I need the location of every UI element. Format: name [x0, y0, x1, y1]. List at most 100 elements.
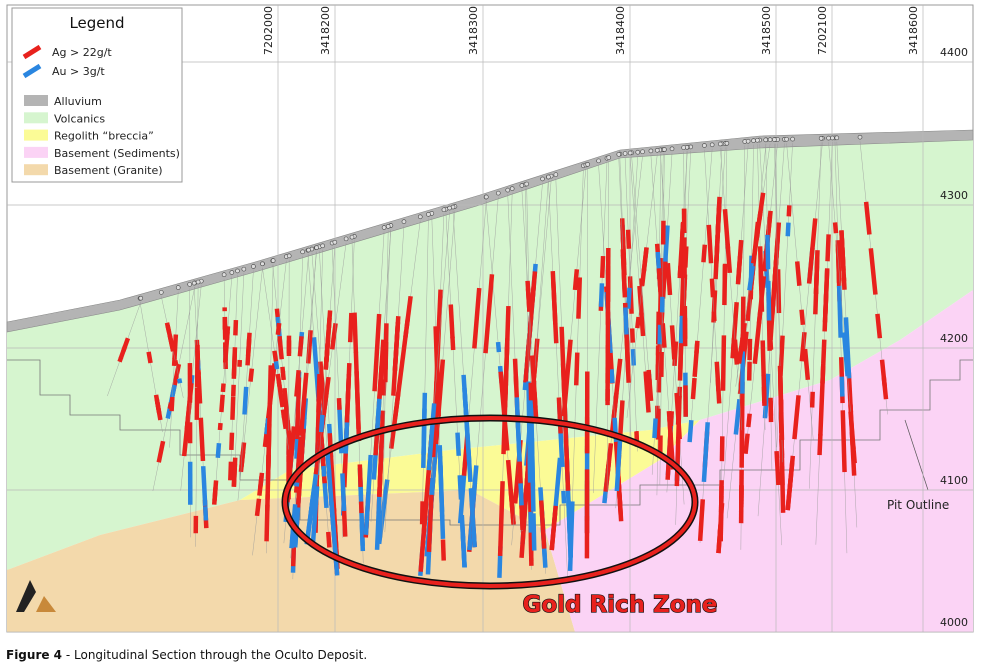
hole-trace — [629, 156, 649, 413]
intercept — [619, 218, 626, 255]
intercept — [531, 513, 537, 551]
intercept — [652, 418, 658, 439]
intercept — [426, 494, 434, 552]
elevation-label: 4300 — [940, 189, 968, 202]
intercept — [248, 368, 255, 382]
elevation-label: 4000 — [940, 616, 968, 629]
section-figure: 7202000 3418200 3418300 3418400 3418500 72021… — [6, 4, 974, 633]
intercept — [701, 422, 710, 483]
intercept — [836, 285, 843, 338]
collar — [241, 266, 247, 272]
easting-label: 7202100 — [816, 6, 829, 55]
legend-swatch — [24, 129, 48, 141]
intercept — [352, 312, 359, 353]
intercept — [381, 379, 387, 396]
hole-trace — [834, 141, 848, 554]
collar — [495, 190, 501, 196]
collar — [790, 136, 795, 142]
intercept — [713, 246, 720, 280]
collar — [417, 214, 423, 220]
volcanics — [7, 130, 973, 570]
intercept — [599, 255, 606, 278]
legend-swatch — [24, 112, 48, 124]
sediments — [545, 290, 973, 632]
collar — [648, 148, 654, 154]
intercept — [625, 287, 632, 309]
elevation-label: 4400 — [940, 46, 968, 59]
intercept — [821, 339, 827, 365]
intercept — [538, 500, 547, 549]
intercept — [505, 459, 516, 524]
intercept — [281, 413, 288, 430]
easting-label: 3418300 — [467, 6, 480, 55]
intercept — [647, 378, 654, 402]
intercept — [437, 455, 444, 476]
intercept — [497, 481, 505, 557]
intercept — [750, 230, 761, 264]
intercept — [722, 209, 731, 249]
intercept — [779, 466, 786, 513]
easting-label: 7202000 — [262, 6, 275, 55]
collar — [834, 135, 840, 141]
intercept — [825, 234, 831, 262]
intercept — [258, 476, 264, 488]
intercept — [639, 266, 647, 286]
pit-leader — [904, 419, 929, 491]
collar — [447, 205, 452, 211]
intercept — [735, 239, 744, 285]
intercept — [841, 332, 850, 377]
hole-trace — [233, 273, 245, 487]
collar — [505, 187, 511, 193]
intercept — [660, 261, 668, 299]
intercept — [270, 363, 277, 381]
intercept — [184, 397, 193, 430]
collar — [300, 249, 305, 255]
collar — [857, 134, 863, 140]
intercept — [202, 506, 209, 521]
collar — [509, 186, 515, 191]
legend-label: Au > 3g/t — [52, 65, 105, 78]
intercept — [841, 277, 847, 290]
intercept — [230, 396, 236, 420]
collar — [724, 141, 730, 146]
intercept — [156, 440, 166, 463]
intercept — [121, 337, 131, 352]
hole-trace — [828, 142, 855, 464]
collar — [270, 258, 276, 263]
collar — [709, 142, 715, 148]
intercept — [363, 454, 373, 535]
intercept — [392, 330, 409, 419]
legend-swatch — [24, 146, 48, 158]
intercept — [228, 461, 234, 481]
intercept — [165, 324, 172, 333]
intercept — [639, 312, 646, 337]
intercept — [324, 310, 333, 363]
intercept — [840, 410, 847, 473]
intercept — [172, 334, 179, 359]
intercept — [215, 442, 222, 459]
intercept — [766, 216, 773, 234]
intercept — [275, 322, 282, 335]
intercept — [561, 490, 567, 504]
intercept — [169, 396, 175, 412]
intercept — [280, 371, 286, 381]
intercept — [329, 323, 338, 350]
intercept — [439, 514, 446, 539]
intercept — [687, 419, 694, 443]
collar — [426, 212, 431, 217]
collar — [669, 146, 675, 152]
intercept — [694, 340, 700, 354]
intercept — [746, 413, 752, 428]
intercept — [635, 316, 641, 329]
legend-swatch — [22, 63, 42, 79]
intercept — [551, 281, 558, 325]
intercept — [802, 348, 811, 380]
intercept — [832, 222, 839, 234]
legend-title: Legend — [69, 14, 124, 32]
intercept — [752, 310, 763, 364]
intercept — [272, 350, 279, 362]
intercept — [620, 254, 628, 298]
intercept — [229, 432, 235, 451]
caption-label: Figure 4 — [6, 648, 63, 662]
hole-trace — [169, 291, 179, 448]
